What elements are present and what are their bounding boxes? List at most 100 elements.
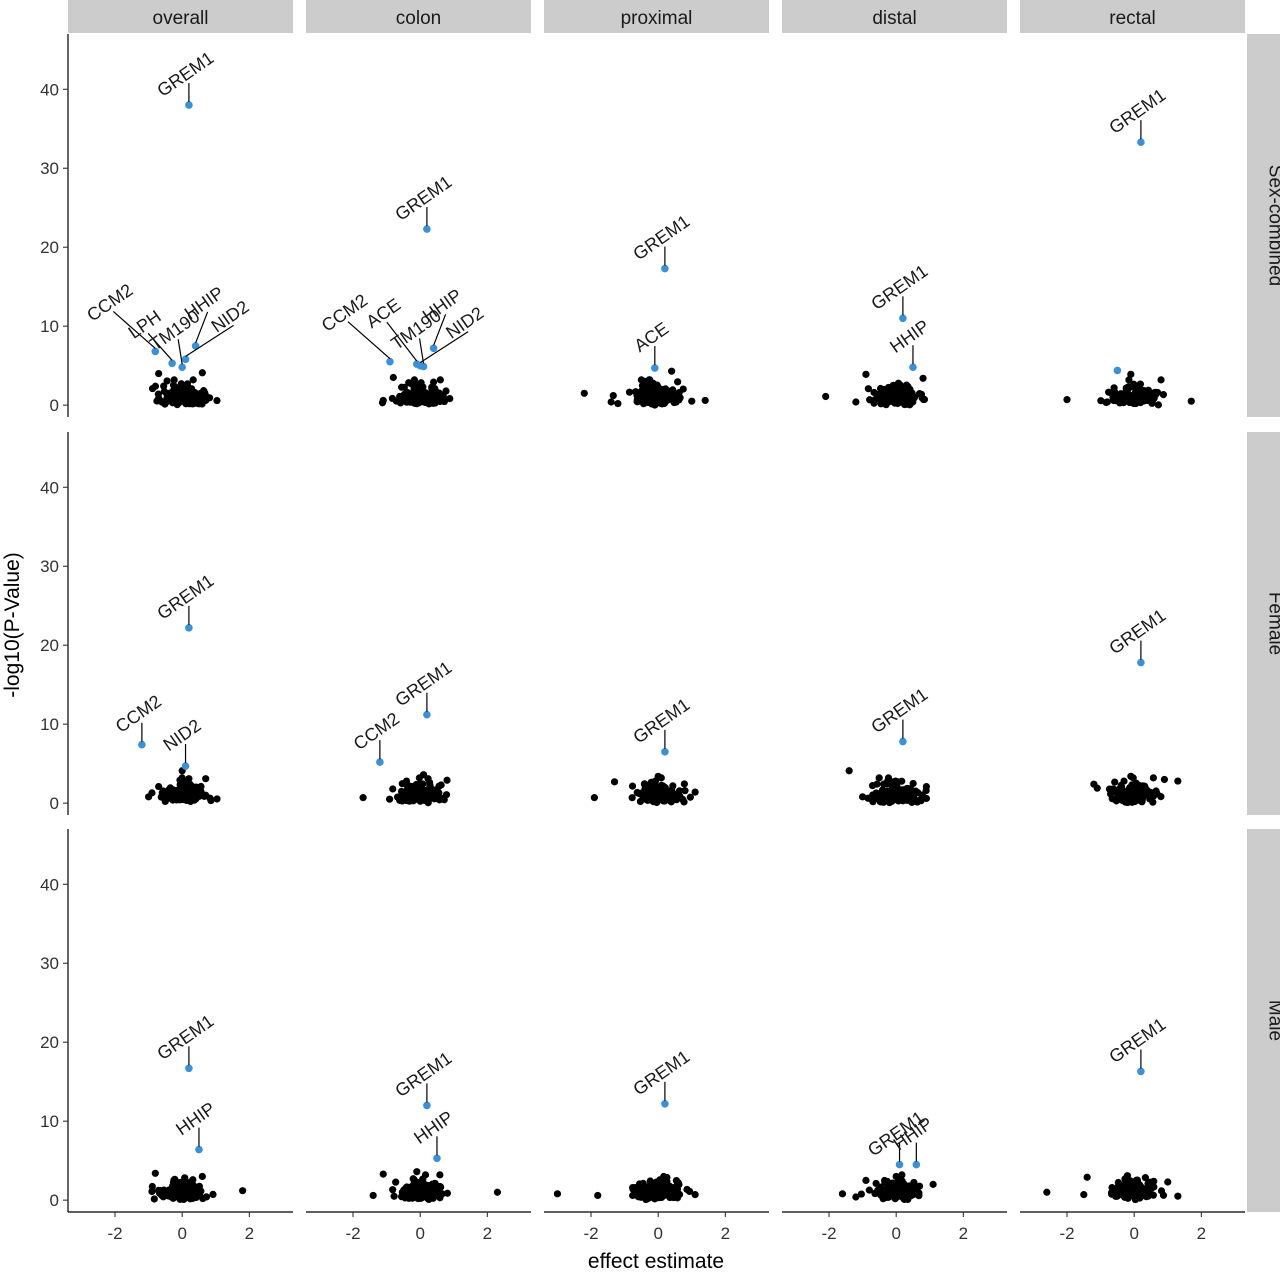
cluster-point xyxy=(168,1193,176,1201)
cluster-point xyxy=(176,386,184,394)
cluster-point xyxy=(443,1189,452,1197)
cluster-point xyxy=(1150,391,1158,399)
x-tick-label: 0 xyxy=(891,1224,900,1243)
outlier-point xyxy=(553,1190,562,1198)
outlier-point xyxy=(1127,370,1135,378)
cluster-point xyxy=(645,793,653,801)
strip-col-label: rectal xyxy=(1109,8,1155,29)
strip-row-female xyxy=(1247,432,1280,815)
cluster-point xyxy=(161,797,169,806)
cluster-point xyxy=(656,389,664,398)
cluster-point xyxy=(669,782,677,790)
y-tick-label: 10 xyxy=(40,1112,59,1131)
cluster-point xyxy=(442,791,451,799)
cluster-point xyxy=(915,1189,923,1197)
cluster-point xyxy=(192,783,200,791)
highlight-point xyxy=(1113,366,1122,375)
cluster-point xyxy=(1131,1195,1139,1204)
strip-col-label: colon xyxy=(396,8,441,29)
cluster-point xyxy=(170,376,178,384)
outlier-point xyxy=(862,370,870,378)
cluster-point xyxy=(421,1171,430,1179)
cluster-point xyxy=(409,782,417,790)
cluster-point xyxy=(390,1192,398,1200)
cluster-point xyxy=(1105,388,1113,396)
cluster-point xyxy=(870,388,878,397)
x-tick-label: 2 xyxy=(245,1224,254,1243)
cluster-point xyxy=(419,394,427,402)
cluster-point xyxy=(1138,793,1146,801)
cluster-point xyxy=(866,396,874,404)
panel-male-colon xyxy=(369,1101,502,1204)
gene-labels: GREM1CCM2LPHTM190HHIPNID2GREM1CCM2ACETM1… xyxy=(83,48,1169,1162)
cluster-point xyxy=(641,780,649,788)
gene-label-grem1: GREM1 xyxy=(1105,1014,1169,1067)
cluster-point xyxy=(169,397,177,405)
cluster-point xyxy=(891,396,899,404)
y-axis-title: -log10(P-Value) xyxy=(1,552,24,698)
outlier-point xyxy=(594,1191,602,1200)
cluster-point xyxy=(182,796,191,805)
cluster-point xyxy=(405,391,413,399)
highlight-point xyxy=(185,1064,193,1073)
x-tick-label: 2 xyxy=(1197,1224,1206,1243)
cluster-point xyxy=(410,792,418,800)
gene-label-ace: ACE xyxy=(362,294,404,332)
outlier-point xyxy=(922,794,931,803)
cluster-point xyxy=(898,1171,906,1179)
cluster-point xyxy=(636,797,645,806)
cluster-point xyxy=(400,1191,408,1199)
highlight-point xyxy=(909,363,917,372)
panel-male-overall xyxy=(148,1064,247,1204)
cluster-point xyxy=(674,378,682,386)
x-tick-label: -2 xyxy=(821,1224,836,1243)
cluster-point xyxy=(881,1178,889,1187)
cluster-point xyxy=(1122,384,1130,392)
cluster-point xyxy=(403,788,411,796)
gene-label-ccm2: CCM2 xyxy=(83,280,136,326)
strip-col-label: proximal xyxy=(621,8,693,29)
panel-female-rectal xyxy=(1090,658,1182,807)
cluster-point xyxy=(398,797,406,805)
cluster-point xyxy=(1157,1187,1166,1195)
outlier-point xyxy=(1127,772,1135,780)
y-tick-label: 10 xyxy=(40,317,59,336)
cluster-point xyxy=(1148,399,1156,407)
cluster-point xyxy=(1108,1190,1116,1198)
cluster-point xyxy=(900,396,908,405)
cluster-point xyxy=(1150,1177,1158,1185)
x-tick-label: -2 xyxy=(583,1224,598,1243)
panel-female-distal xyxy=(845,737,931,807)
outlier-point xyxy=(419,771,428,779)
outlier-point xyxy=(1174,1192,1182,1200)
cluster-point xyxy=(667,389,675,397)
cluster-point xyxy=(428,383,436,391)
outlier-point xyxy=(614,399,622,408)
outlier-point xyxy=(1123,1172,1132,1180)
strip-col-distal xyxy=(782,0,1007,33)
cluster-point xyxy=(904,391,912,399)
cluster-point xyxy=(1154,401,1162,409)
label-leader xyxy=(112,311,156,349)
cluster-point xyxy=(151,382,160,390)
highlight-point xyxy=(191,342,200,350)
cluster-point xyxy=(398,383,406,391)
cluster-point xyxy=(889,1179,897,1187)
label-leader xyxy=(147,332,173,361)
cluster-point xyxy=(1159,391,1168,399)
cluster-point xyxy=(919,395,928,404)
outlier-point xyxy=(919,374,927,382)
outlier-point xyxy=(590,794,598,802)
cluster-point xyxy=(638,387,646,395)
x-tick-label: 0 xyxy=(177,1224,186,1243)
cluster-point xyxy=(1122,1186,1130,1194)
panel-female-proximal xyxy=(590,748,699,807)
outlier-point xyxy=(413,1168,421,1176)
cluster-point xyxy=(1110,384,1118,392)
y-tick-label: 0 xyxy=(50,396,59,415)
outlier-point xyxy=(151,1169,159,1177)
x-tick-label: 2 xyxy=(483,1224,492,1243)
cluster-point xyxy=(628,782,637,790)
cluster-point xyxy=(398,396,406,404)
cluster-point xyxy=(189,1176,197,1184)
